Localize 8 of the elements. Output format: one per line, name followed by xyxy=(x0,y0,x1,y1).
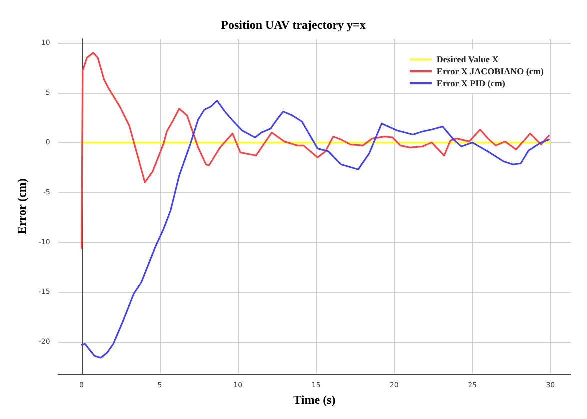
line-series xyxy=(80,52,550,250)
y-axis-title: Error (cm) xyxy=(15,178,29,234)
x-axis-title: Time (s) xyxy=(294,393,336,407)
legend-label: Desired Value X xyxy=(436,54,500,64)
chart-title: Position UAV trajectory y=x xyxy=(221,18,366,32)
line-series xyxy=(80,100,550,359)
legend-label: Error X PID (cm) xyxy=(436,78,506,88)
legend-label: Error X JACOBIANO (cm) xyxy=(436,66,544,76)
